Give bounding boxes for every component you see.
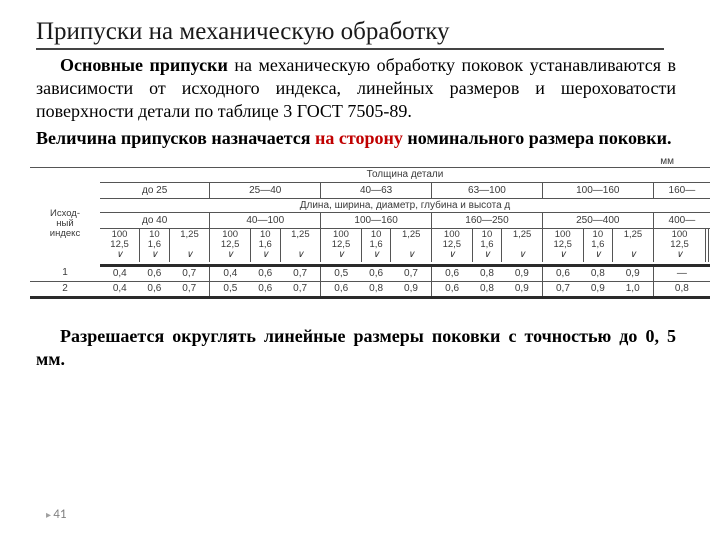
cell: 0,8 (583, 265, 613, 281)
cell: 0,6 (250, 281, 280, 297)
cell: 0,8 (472, 265, 502, 281)
cell: 0,6 (140, 281, 170, 297)
note-red: на сторону (315, 128, 403, 148)
cell: 0,9 (583, 281, 613, 297)
cell: — (653, 265, 710, 281)
dim-range-5: 400— (653, 212, 710, 228)
rounding-note: Разрешается округлять линейные размеры п… (36, 325, 676, 371)
cell: 0,9 (613, 265, 654, 281)
ra-cell-3-2: 1,25 ∨ (502, 228, 543, 262)
index-header: Исход- ный индекс (30, 182, 100, 265)
dim-range-3: 160—250 (432, 212, 543, 228)
cell: 0,8 (472, 281, 502, 297)
cell: 0,8 (653, 281, 710, 297)
cell: 0,6 (250, 265, 280, 281)
cell: 0,4 (100, 281, 140, 297)
cell: 0,6 (321, 281, 362, 297)
cell: 0,6 (140, 265, 170, 281)
th-range-1: 25—40 (210, 182, 321, 198)
unit-label: мм (30, 156, 710, 168)
th-range-2: 40—63 (321, 182, 432, 198)
intro-bold: Основные припуски (60, 55, 228, 75)
cell: 0,7 (391, 265, 432, 281)
cell: 0,6 (361, 265, 391, 281)
cell: 0,7 (169, 265, 210, 281)
th-range-3: 63—100 (432, 182, 543, 198)
ra-cell-2-2: 1,25 ∨ (391, 228, 432, 262)
cell: 0,6 (432, 281, 473, 297)
ra-cell-5-2 (708, 228, 710, 262)
dim-range-4: 250—400 (542, 212, 653, 228)
th-range-4: 100—160 (542, 182, 653, 198)
row-idx-2: 2 (30, 281, 100, 297)
ra-cell-0-2: 1,25 ∨ (169, 228, 210, 262)
ra-cell-1-0: 10012,5∨ (210, 228, 251, 262)
row-idx-1: 1 (30, 265, 100, 281)
th-range-5: 160— (653, 182, 710, 198)
cell: 0,7 (542, 281, 583, 297)
dimension-header: Длина, ширина, диаметр, глубина и высота… (100, 198, 710, 212)
ra-cell-1-1: 101,6∨ (250, 228, 280, 262)
ra-cell-4-0: 10012,5∨ (542, 228, 583, 262)
cell: 0,7 (169, 281, 210, 297)
dim-range-2: 100—160 (321, 212, 432, 228)
cell: 0,9 (502, 265, 543, 281)
cell: 0,5 (321, 265, 362, 281)
cell: 0,9 (502, 281, 543, 297)
cell: 0,8 (361, 281, 391, 297)
dim-range-1: 40—100 (210, 212, 321, 228)
cell: 0,9 (391, 281, 432, 297)
idx-h-3: индекс (50, 228, 80, 239)
dim-range-0: до 40 (100, 212, 210, 228)
thickness-header: Толщина детали (100, 168, 710, 182)
allowance-table: мм Толщина детали Исход- ный индекс до 2… (30, 156, 710, 299)
ra-cell-5-0: 10012,5∨ (653, 228, 706, 262)
cell: 0,4 (100, 265, 140, 281)
cell: 1,0 (613, 281, 654, 297)
th-range-0: до 25 (100, 182, 210, 198)
ra-cell-4-2: 1,25 ∨ (613, 228, 654, 262)
ra-cell-2-0: 10012,5∨ (321, 228, 362, 262)
note-c: номинального размера поковки. (403, 128, 672, 148)
ra-cell-3-1: 101,6∨ (472, 228, 502, 262)
table-row: 1 0,4 0,6 0,7 0,4 0,6 0,7 0,5 0,6 0,7 0,… (30, 265, 710, 281)
cell: 0,6 (432, 265, 473, 281)
table-row: 2 0,4 0,6 0,7 0,5 0,6 0,7 0,6 0,8 0,9 0,… (30, 281, 710, 297)
intro-paragraph: Основные припуски на механическую обрабо… (36, 54, 676, 123)
note-a: Величина припусков назначается (36, 128, 315, 148)
ra-cell-0-1: 101,6∨ (140, 228, 170, 262)
ra-cell-3-0: 10012,5∨ (432, 228, 473, 262)
cell: 0,7 (280, 281, 321, 297)
ra-cell-4-1: 101,6∨ (583, 228, 613, 262)
cell: 0,7 (280, 265, 321, 281)
cell: 0,6 (542, 265, 583, 281)
cell: 0,5 (210, 281, 251, 297)
ra-cell-1-2: 1,25 ∨ (280, 228, 321, 262)
ra-cell-0-0: 10012,5∨ (100, 228, 140, 262)
cell: 0,4 (210, 265, 251, 281)
page-title: Припуски на механическую обработку (36, 18, 664, 50)
page-number: 41 (46, 507, 66, 522)
note-paragraph: Величина припусков назначается на сторон… (36, 127, 676, 150)
ra-cell-2-1: 101,6∨ (361, 228, 391, 262)
